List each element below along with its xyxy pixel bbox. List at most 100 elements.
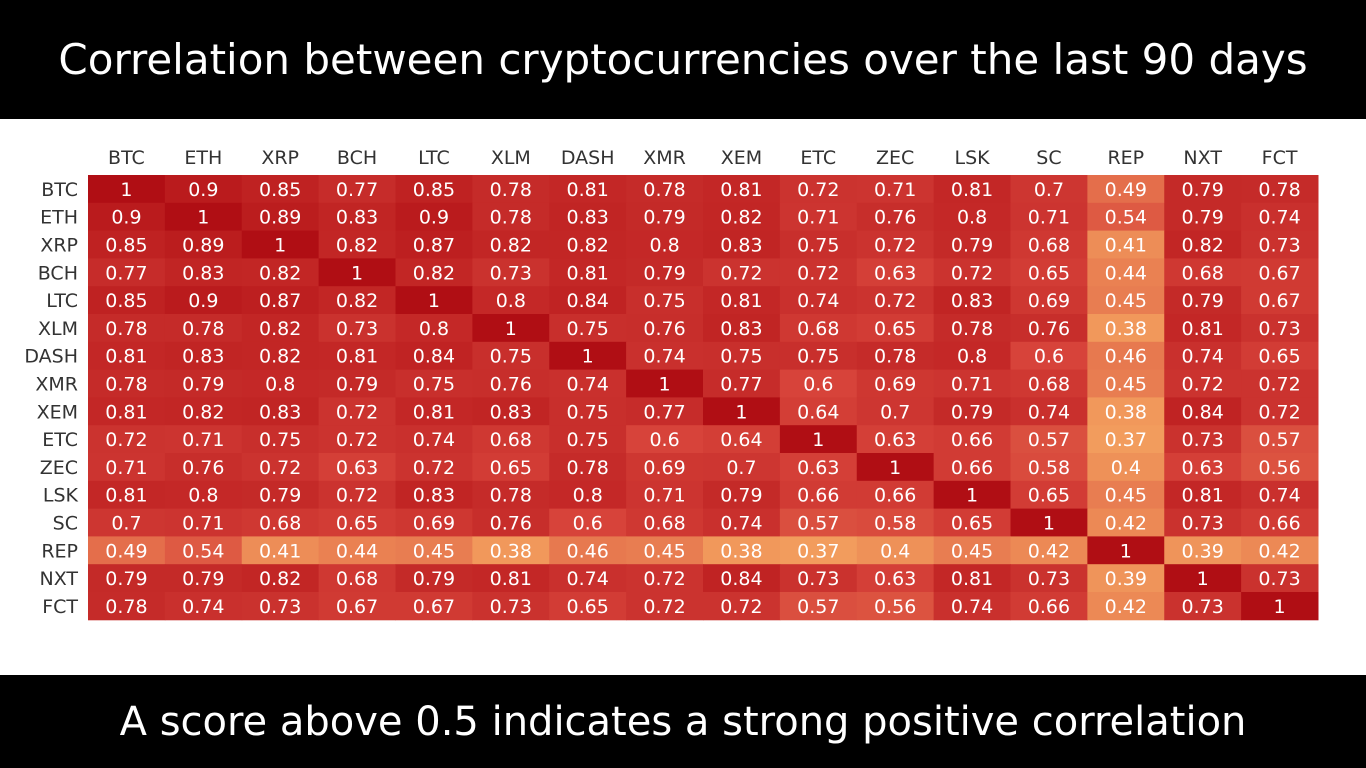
- cell-value-label: 0.6: [1034, 346, 1064, 368]
- cell-value-label: 0.66: [1028, 596, 1070, 618]
- heatmap-cell: [241, 314, 320, 343]
- cell-value-label: 0.67: [336, 596, 378, 618]
- cell-value-label: 0.74: [797, 290, 839, 312]
- heatmap-cell: [241, 258, 320, 287]
- heatmap-cell: [1010, 397, 1088, 426]
- heatmap-cell: [549, 341, 627, 371]
- heatmap-cell: [1010, 453, 1088, 482]
- heatmap-cell: [779, 341, 858, 371]
- column-label: ETH: [184, 147, 222, 169]
- cell-value-label: 0.69: [1028, 290, 1070, 312]
- cell-value-label: 1: [1274, 596, 1286, 618]
- cell-value-label: 0.76: [490, 513, 532, 535]
- heatmap-cell: [703, 286, 781, 315]
- heatmap-cell: [1164, 592, 1242, 621]
- heatmap-cell: [164, 369, 243, 398]
- cell-value-label: 0.76: [490, 374, 532, 396]
- heatmap-cell: [1164, 425, 1242, 454]
- cell-value-label: 0.57: [797, 513, 839, 535]
- heatmap-cell: [779, 175, 858, 204]
- heatmap-cell: [164, 536, 243, 565]
- heatmap-cell: [1010, 314, 1088, 343]
- heatmap-cell: [1087, 286, 1165, 315]
- column-label: XEM: [721, 147, 762, 169]
- heatmap-cell: [933, 258, 1011, 287]
- cell-value-label: 1: [274, 235, 286, 257]
- row-label: ETC: [42, 429, 78, 451]
- cell-value-label: 0.84: [720, 568, 762, 590]
- heatmap-cell: [1164, 397, 1242, 426]
- cell-value-label: 1: [735, 401, 747, 423]
- heatmap-cell: [779, 202, 858, 232]
- heatmap-cell: [703, 453, 781, 482]
- heatmap-cell: [472, 369, 550, 398]
- cell-value-label: 0.73: [1258, 235, 1300, 257]
- column-label: DASH: [561, 147, 615, 169]
- cell-value-label: 1: [197, 207, 209, 229]
- cell-value-label: 0.72: [1182, 374, 1224, 396]
- heatmap-cell: [395, 175, 473, 204]
- row-label: FCT: [42, 596, 78, 618]
- cell-value-label: 0.72: [951, 262, 993, 284]
- heatmap-cell: [88, 175, 166, 204]
- heatmap-cell: [1241, 341, 1319, 371]
- cell-value-label: 0.79: [720, 485, 762, 507]
- cell-value-label: 0.72: [336, 401, 378, 423]
- heatmap-cell: [395, 286, 473, 315]
- heatmap-cell: [318, 202, 396, 232]
- heatmap-cell: [1087, 425, 1165, 454]
- heatmap-cell: [1241, 592, 1319, 621]
- heatmap-cell: [1241, 397, 1319, 426]
- heatmap-cell: [164, 480, 243, 510]
- heatmap-cell: [856, 453, 935, 482]
- heatmap-cell: [318, 258, 396, 287]
- heatmap-cell: [88, 480, 166, 510]
- cell-value-label: 0.73: [1182, 596, 1224, 618]
- heatmap-cell: [933, 314, 1011, 343]
- column-label: LSK: [955, 147, 991, 169]
- heatmap-cell: [472, 286, 550, 315]
- cell-value-label: 0.83: [413, 485, 455, 507]
- cell-value-label: 0.77: [643, 401, 685, 423]
- heatmap-cell: [779, 230, 858, 259]
- heatmap-cell: [549, 425, 627, 454]
- cell-value-label: 0.72: [413, 457, 455, 479]
- heatmap-cell: [549, 258, 627, 287]
- heatmap-cell: [318, 314, 396, 343]
- cell-value-label: 0.39: [1182, 540, 1224, 562]
- cell-value-label: 0.41: [259, 540, 301, 562]
- cell-value-label: 0.8: [419, 318, 449, 340]
- cell-value-label: 0.74: [720, 513, 762, 535]
- cell-value-label: 0.67: [413, 596, 455, 618]
- heatmap-cell: [1087, 564, 1165, 593]
- heatmap-cell: [626, 314, 704, 343]
- cell-value-label: 0.82: [1182, 235, 1224, 257]
- row-label: NXT: [39, 568, 78, 590]
- heatmap-cell: [1087, 175, 1165, 204]
- cell-value-label: 0.38: [490, 540, 532, 562]
- cell-value-label: 0.75: [567, 401, 609, 423]
- cell-value-label: 0.45: [951, 540, 993, 562]
- heatmap-cell: [164, 230, 243, 259]
- heatmap-cell: [703, 314, 781, 343]
- cell-value-label: 0.65: [951, 513, 993, 535]
- cell-value-label: 0.75: [259, 429, 301, 451]
- heatmap-cell: [626, 397, 704, 426]
- cell-value-label: 0.89: [259, 207, 301, 229]
- heatmap-cell: [472, 175, 550, 204]
- cell-value-label: 0.4: [1111, 457, 1141, 479]
- heatmap-cell: [472, 314, 550, 343]
- heatmap-cell: [472, 397, 550, 426]
- cell-value-label: 0.81: [105, 485, 147, 507]
- cell-value-label: 0.82: [182, 401, 224, 423]
- heatmap-cell: [241, 397, 320, 426]
- heatmap-cell: [1010, 592, 1088, 621]
- cell-value-label: 0.79: [336, 374, 378, 396]
- cell-value-label: 0.78: [874, 346, 916, 368]
- heatmap-cell: [395, 592, 473, 621]
- caption-text: A score above 0.5 indicates a strong pos…: [119, 699, 1247, 745]
- heatmap-cell: [395, 536, 473, 565]
- heatmap-cell: [1164, 369, 1242, 398]
- correlation-heatmap: BTC ETH XRP BCH LTC XLM DASH XMR XEM ETC ZEC LSK SC R…: [24, 147, 1319, 621]
- heatmap-cell: [1164, 286, 1242, 315]
